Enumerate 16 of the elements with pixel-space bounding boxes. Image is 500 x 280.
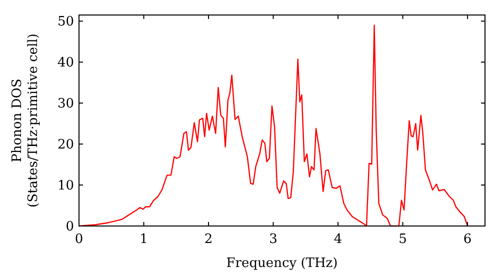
y-tick-label: 50 xyxy=(57,14,74,30)
x-tick-label: 2 xyxy=(204,232,213,247)
y-tick-label: 0 xyxy=(66,220,74,235)
y-tick-label: 10 xyxy=(57,178,74,194)
line-series xyxy=(78,24,468,227)
x-tick-label: 4 xyxy=(334,232,342,247)
x-tick-label: 3 xyxy=(269,232,278,247)
x-tick-label: 0 xyxy=(74,232,84,247)
y-axis-title: Phonon DOS (States/THz·primitive cell) xyxy=(10,33,41,208)
y-tick-label: 20 xyxy=(57,138,74,153)
x-axis-title: Frequency (THz) xyxy=(226,256,338,271)
y-tick-label: 30 xyxy=(57,96,74,112)
x-tick-label: 6 xyxy=(463,232,472,247)
y-tick-label: 40 xyxy=(57,56,74,71)
x-tick-label: 1 xyxy=(140,232,148,247)
x-tick-label: 5 xyxy=(398,232,407,247)
